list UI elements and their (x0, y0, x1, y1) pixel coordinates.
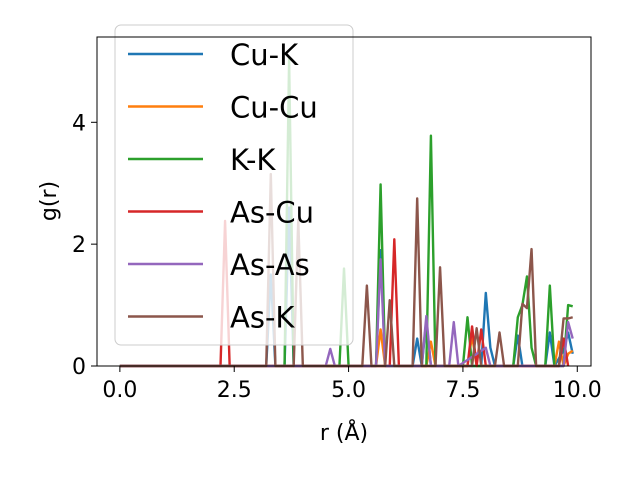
legend-label-as-as: As-As (230, 248, 310, 282)
x-tick-label: 2.5 (217, 378, 252, 403)
plot-frame (96, 36, 592, 367)
legend: Cu-K Cu-Cu K-K As-Cu As-As As-K (114, 24, 354, 346)
x-tick-label: 7.5 (445, 378, 480, 403)
y-axis-title: g(r) (37, 181, 62, 221)
legend-label-as-cu: As-Cu (230, 196, 314, 230)
y-tick-label: 4 (72, 111, 86, 136)
y-tick-label: 2 (72, 233, 86, 258)
legend-label-cu-k: Cu-K (230, 38, 299, 72)
legend-box (114, 24, 354, 346)
x-tick-label: 0.0 (102, 378, 137, 403)
x-tick-label: 10.0 (553, 378, 602, 403)
y-axis: 0 2 4 (72, 111, 97, 380)
x-tick-label: 5.0 (331, 378, 366, 403)
legend-label-cu-cu: Cu-Cu (230, 91, 318, 125)
legend-label-as-k: As-K (230, 301, 295, 335)
x-axis-title: r (Å) (320, 419, 368, 446)
x-axis: 0.0 2.5 5.0 7.5 10.0 (102, 366, 602, 403)
legend-label-k-k: K-K (230, 143, 276, 177)
y-tick-label: 0 (72, 355, 86, 380)
